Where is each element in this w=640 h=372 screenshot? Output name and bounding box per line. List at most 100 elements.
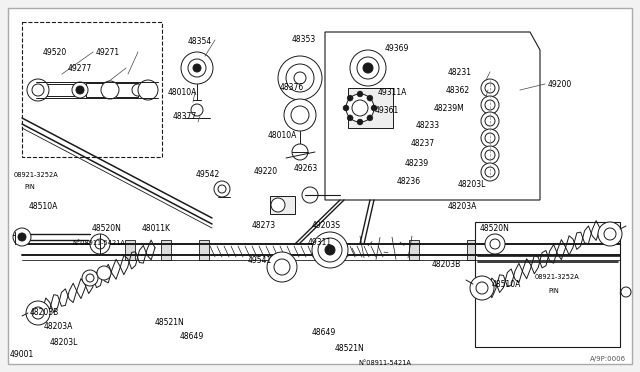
Text: 48376: 48376	[280, 83, 304, 92]
Circle shape	[485, 133, 495, 143]
Bar	[86, 83, 104, 97]
Text: 48010A: 48010A	[168, 88, 197, 97]
Circle shape	[274, 259, 290, 275]
Text: 48203B: 48203B	[30, 308, 60, 317]
Text: 48510A: 48510A	[492, 280, 522, 289]
Circle shape	[485, 83, 495, 93]
Circle shape	[72, 82, 88, 98]
Circle shape	[218, 185, 226, 193]
Text: 48362: 48362	[446, 86, 470, 95]
Circle shape	[82, 270, 98, 286]
Text: 48521N: 48521N	[155, 318, 185, 327]
Circle shape	[284, 99, 316, 131]
Circle shape	[485, 234, 505, 254]
Text: 49311: 49311	[308, 238, 332, 247]
Circle shape	[90, 234, 110, 254]
Text: 48353: 48353	[292, 35, 316, 44]
Circle shape	[481, 112, 499, 130]
Circle shape	[346, 94, 374, 122]
Circle shape	[481, 163, 499, 181]
Text: 48239: 48239	[405, 159, 429, 168]
Circle shape	[481, 146, 499, 164]
Text: 49541: 49541	[248, 256, 272, 265]
Text: 49369: 49369	[385, 44, 410, 53]
Circle shape	[138, 80, 158, 100]
Text: 48233: 48233	[416, 121, 440, 130]
Circle shape	[325, 245, 335, 255]
Circle shape	[621, 287, 631, 297]
Text: 48236: 48236	[397, 177, 421, 186]
Circle shape	[95, 239, 105, 249]
Circle shape	[485, 167, 495, 177]
Circle shape	[604, 228, 616, 240]
Circle shape	[267, 252, 297, 282]
Circle shape	[97, 266, 111, 280]
Text: 48010A: 48010A	[268, 131, 298, 140]
Circle shape	[343, 105, 349, 111]
Text: 48273: 48273	[252, 221, 276, 230]
Text: 49001: 49001	[10, 350, 35, 359]
Text: 48203A: 48203A	[44, 322, 74, 331]
Circle shape	[32, 84, 44, 96]
Circle shape	[26, 301, 50, 325]
Bar	[116, 83, 138, 97]
Circle shape	[181, 52, 213, 84]
Text: 49361: 49361	[375, 106, 399, 115]
Text: 49220: 49220	[254, 167, 278, 176]
Circle shape	[367, 95, 373, 101]
Circle shape	[357, 91, 363, 97]
Circle shape	[352, 100, 368, 116]
Circle shape	[347, 115, 353, 121]
Text: 49311A: 49311A	[378, 88, 408, 97]
Circle shape	[485, 116, 495, 126]
Circle shape	[357, 57, 379, 79]
Circle shape	[485, 150, 495, 160]
Text: A/9P:0006: A/9P:0006	[590, 356, 626, 362]
Circle shape	[188, 59, 206, 77]
Circle shape	[481, 79, 499, 97]
Circle shape	[13, 228, 31, 246]
Circle shape	[363, 63, 373, 73]
Text: 49277: 49277	[68, 64, 92, 73]
Bar	[409, 240, 419, 260]
Text: 49263: 49263	[294, 164, 318, 173]
Circle shape	[271, 198, 285, 212]
Circle shape	[302, 187, 318, 203]
Text: 48203A: 48203A	[448, 202, 477, 211]
Text: PIN: PIN	[548, 288, 559, 294]
Text: N°08911-5421A: N°08911-5421A	[72, 240, 125, 246]
Circle shape	[132, 84, 144, 96]
Circle shape	[278, 56, 322, 100]
Circle shape	[357, 119, 363, 125]
Bar	[22, 22, 162, 157]
Circle shape	[371, 105, 377, 111]
Circle shape	[18, 233, 26, 241]
Circle shape	[490, 239, 500, 249]
Text: 48520N: 48520N	[92, 224, 122, 233]
Text: 48203L: 48203L	[50, 338, 78, 347]
Text: 48354: 48354	[188, 37, 212, 46]
Bar	[44, 84, 74, 96]
Circle shape	[291, 106, 309, 124]
Text: 48203B: 48203B	[432, 260, 461, 269]
Text: 48510A: 48510A	[29, 202, 58, 211]
Circle shape	[27, 79, 49, 101]
Circle shape	[476, 282, 488, 294]
Bar	[475, 222, 620, 347]
Polygon shape	[325, 32, 540, 200]
Text: 48203L: 48203L	[458, 180, 486, 189]
Circle shape	[485, 100, 495, 110]
Text: N°08911-5421A: N°08911-5421A	[358, 360, 411, 366]
Circle shape	[350, 50, 386, 86]
Text: 49200: 49200	[548, 80, 572, 89]
Circle shape	[318, 238, 342, 262]
Text: 48520N: 48520N	[480, 224, 510, 233]
Circle shape	[481, 96, 499, 114]
Bar	[348, 88, 393, 128]
Circle shape	[481, 129, 499, 147]
Text: 49203S: 49203S	[312, 221, 341, 230]
Bar	[161, 240, 171, 260]
Circle shape	[294, 72, 306, 84]
Circle shape	[312, 232, 348, 268]
Circle shape	[214, 181, 230, 197]
